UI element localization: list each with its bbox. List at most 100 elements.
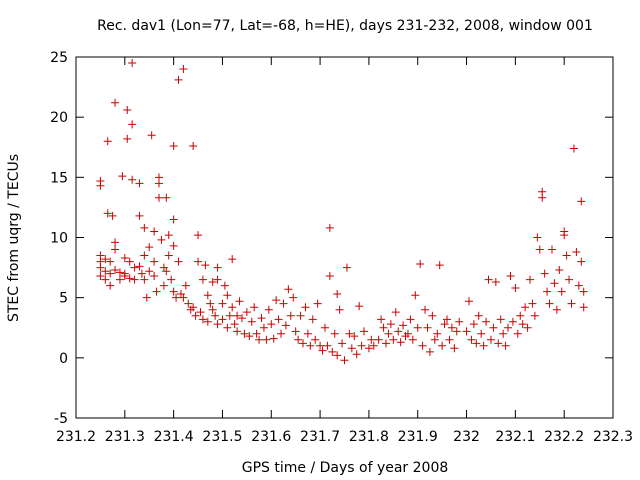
data-point	[452, 327, 461, 336]
data-point	[425, 347, 434, 356]
data-point	[128, 59, 137, 68]
data-point	[423, 323, 432, 332]
data-point	[101, 267, 110, 276]
data-point	[218, 315, 227, 324]
data-point	[184, 299, 193, 308]
data-point	[577, 257, 586, 266]
data-point	[523, 323, 532, 332]
data-point	[482, 317, 491, 326]
data-point	[203, 291, 212, 300]
data-point	[284, 285, 293, 294]
data-point	[264, 305, 273, 314]
data-point	[252, 329, 261, 338]
data-point	[303, 329, 312, 338]
data-point	[513, 329, 522, 338]
data-point	[101, 275, 110, 284]
data-point	[569, 144, 578, 153]
data-point	[242, 308, 251, 317]
data-point	[364, 344, 373, 353]
data-point	[274, 315, 283, 324]
data-point	[440, 320, 449, 329]
data-point	[135, 179, 144, 188]
data-point	[103, 137, 112, 146]
data-point	[106, 257, 115, 266]
data-point	[137, 269, 146, 278]
data-point	[518, 320, 527, 329]
data-point	[130, 275, 139, 284]
data-point	[369, 341, 378, 350]
data-point	[491, 278, 500, 287]
data-point	[318, 346, 327, 355]
data-point	[301, 303, 310, 312]
data-point	[123, 134, 132, 143]
data-point	[391, 308, 400, 317]
data-point	[262, 335, 271, 344]
data-point	[189, 303, 198, 312]
data-point	[494, 339, 503, 348]
data-point	[323, 341, 332, 350]
data-point	[560, 231, 569, 240]
data-point	[299, 339, 308, 348]
data-point	[169, 287, 178, 296]
data-point	[269, 334, 278, 343]
data-point	[526, 275, 535, 284]
data-point	[281, 321, 290, 330]
data-point	[335, 305, 344, 314]
data-point	[389, 335, 398, 344]
x-axis: 231.2 231.3 231.4 231.5 231.6 231.7 231.8 231.9…	[56, 57, 633, 445]
data-point	[399, 321, 408, 330]
y-tick-label: 25	[50, 50, 68, 66]
data-point	[159, 281, 168, 290]
x-tick-label: 231.4	[154, 429, 194, 445]
chart-title: Rec. dav1 (Lon=77, Lat=-68, h=HE), days …	[97, 18, 593, 34]
data-point	[167, 275, 176, 284]
data-point	[233, 327, 242, 336]
data-point	[162, 193, 171, 202]
data-point	[152, 287, 161, 296]
data-point	[135, 211, 144, 220]
data-point	[257, 314, 266, 323]
data-point	[286, 311, 295, 320]
data-point	[267, 320, 276, 329]
data-point	[223, 291, 232, 300]
data-point	[228, 303, 237, 312]
data-point	[411, 291, 420, 300]
data-point	[154, 179, 163, 188]
data-point	[557, 287, 566, 296]
data-point	[381, 339, 390, 348]
data-point	[386, 320, 395, 329]
data-point	[567, 299, 576, 308]
data-point	[115, 268, 124, 277]
data-point	[147, 131, 156, 140]
data-point	[294, 335, 303, 344]
data-point	[150, 257, 159, 266]
data-point	[577, 197, 586, 206]
data-point	[191, 311, 200, 320]
y-axis: -5 0 5 10 15 20 25	[50, 50, 613, 427]
data-point	[430, 335, 439, 344]
data-point	[479, 341, 488, 350]
data-point	[245, 332, 254, 341]
data-point	[579, 303, 588, 312]
data-point	[220, 281, 229, 290]
x-axis-label: GPS time / Days of year 2008	[242, 460, 449, 476]
data-point	[189, 142, 198, 151]
data-point	[218, 299, 227, 308]
data-point	[277, 329, 286, 338]
data-point	[128, 120, 137, 129]
data-point	[384, 329, 393, 338]
data-point	[530, 311, 539, 320]
data-point	[316, 341, 325, 350]
data-point	[101, 255, 110, 264]
data-point	[255, 335, 264, 344]
data-point	[196, 308, 205, 317]
data-point	[150, 272, 159, 281]
data-point	[350, 332, 359, 341]
data-point	[308, 315, 317, 324]
data-point	[535, 245, 544, 254]
data-point	[408, 335, 417, 344]
y-tick-label: 0	[59, 351, 68, 367]
data-point	[325, 223, 334, 232]
data-point	[140, 251, 149, 260]
data-point	[213, 275, 222, 284]
